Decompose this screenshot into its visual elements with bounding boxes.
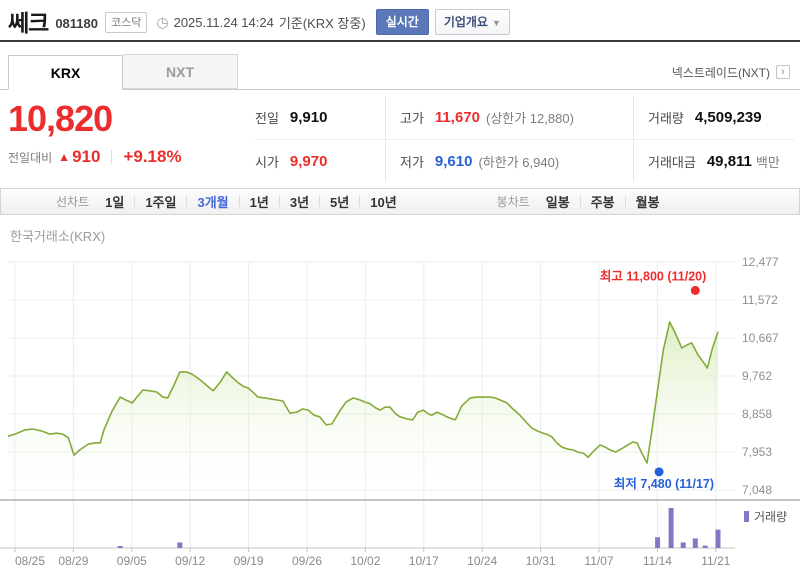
svg-text:10,667: 10,667: [742, 331, 779, 345]
summary-table: 전일 9,910 고가 11,670 (상한가 12,880) 거래량 4,50…: [255, 96, 795, 182]
nextrade-link[interactable]: 넥스트레이드(NXT) ›: [672, 64, 790, 81]
svg-text:11/14: 11/14: [643, 554, 672, 568]
svg-text:08/25: 08/25: [15, 554, 45, 568]
volume-bar: [715, 529, 721, 548]
volume-bar: [680, 542, 686, 548]
quote-datetime: 2025.11.24 14:24: [173, 15, 274, 30]
chart-source-label: 한국거래소(KRX): [10, 229, 106, 244]
change-value: 910: [72, 147, 101, 166]
volume-legend: 거래량: [744, 508, 787, 525]
period-1y[interactable]: 1년: [249, 195, 269, 210]
stock-code: 081180: [55, 15, 98, 31]
volume-bars: [117, 508, 721, 548]
period-3m[interactable]: 3개월: [197, 195, 229, 210]
period-10y[interactable]: 10년: [370, 195, 397, 210]
svg-text:9,762: 9,762: [742, 369, 772, 383]
divider: [111, 150, 113, 164]
period-5y[interactable]: 5년: [330, 195, 350, 210]
summary-open: 시가 9,970: [255, 139, 385, 182]
y-axis-labels: 12,477 11,572 10,667 9,762 8,858 7,953 7,048: [742, 255, 779, 497]
price-summary-section: 10,820 전일대비 ▲ 910 +9.18% 전일 9,910 고가 11,…: [8, 96, 795, 182]
price-area-fill: [8, 321, 718, 499]
volume-bar: [117, 546, 123, 548]
volume-bar: [177, 542, 183, 548]
chart-period-toolbar: 선차트 1일 1주일 3개월 1년 3년 5년 10년 봉차트 일봉 주봉 월봉: [0, 188, 800, 215]
svg-text:11,572: 11,572: [742, 293, 778, 307]
summary-low: 저가 9,610 (하한가 6,940): [385, 139, 633, 182]
svg-text:09/26: 09/26: [292, 554, 322, 568]
period-3y[interactable]: 3년: [289, 195, 310, 210]
stock-name: 쎄크: [8, 10, 49, 36]
quote-basis: 기준(KRX 장중): [278, 16, 366, 31]
candle-daily[interactable]: 일봉: [545, 195, 570, 210]
chevron-right-icon: ›: [776, 65, 790, 79]
svg-text:11/21: 11/21: [701, 554, 730, 568]
period-1w[interactable]: 1주일: [145, 195, 177, 210]
high-annotation: 최고 11,800 (11/20): [600, 268, 706, 283]
tab-krx[interactable]: KRX: [8, 55, 123, 90]
candle-weekly[interactable]: 주봉: [590, 195, 615, 210]
svg-text:8,858: 8,858: [742, 407, 772, 421]
period-1d[interactable]: 1일: [105, 195, 125, 210]
current-price: 10,820: [8, 98, 113, 139]
annotations: 최고 11,800 (11/20) 최저 7,480 (11/17): [600, 268, 714, 490]
change-label: 전일대비: [8, 150, 53, 165]
svg-text:09/12: 09/12: [175, 554, 205, 568]
market-badge: 코스닥: [105, 12, 148, 33]
svg-text:12,477: 12,477: [742, 255, 779, 269]
volume-bar-icon: [744, 511, 749, 522]
summary-trade-value: 거래대금 49,811 백만: [633, 139, 795, 182]
price-line: [7, 321, 719, 464]
price-block: 10,820 전일대비 ▲ 910 +9.18%: [8, 96, 255, 182]
volume-bar: [668, 508, 674, 548]
company-overview-button[interactable]: 기업개요 ▼: [434, 9, 510, 35]
realtime-button[interactable]: 실시간: [375, 9, 429, 35]
volume-bar: [655, 537, 661, 548]
svg-text:7,048: 7,048: [742, 483, 772, 497]
svg-text:10/24: 10/24: [467, 554, 497, 568]
candle-chart-group: 봉차트 일봉 주봉 월봉: [497, 192, 660, 211]
header-divider: [0, 40, 800, 42]
low-dot: [654, 467, 664, 477]
low-annotation: 최저 7,480 (11/17): [614, 476, 714, 491]
volume-bar: [692, 538, 698, 548]
up-arrow-icon: ▲: [58, 150, 71, 164]
summary-high: 고가 11,670 (상한가 12,880): [385, 96, 633, 139]
summary-prev-close: 전일 9,910: [255, 109, 328, 126]
chart-section: 12,477 11,572 10,667 9,762 8,858 7,953 7,048 08…: [0, 218, 800, 584]
line-chart-group: 선차트 1일 1주일 3개월 1년 3년 5년 10년: [56, 192, 397, 211]
change-percent: +9.18%: [123, 147, 182, 166]
svg-text:7,953: 7,953: [742, 445, 772, 459]
svg-text:09/05: 09/05: [117, 554, 147, 568]
svg-text:10/31: 10/31: [526, 554, 556, 568]
line-chart-label: 선차트: [56, 195, 90, 209]
summary-volume: 거래량 4,509,239: [633, 96, 795, 139]
svg-text:10/02: 10/02: [350, 554, 380, 568]
x-axis-labels: 08/25 08/29 09/05 09/12 09/19 09/26 10/02 10/17…: [15, 554, 731, 568]
svg-text:11/07: 11/07: [584, 554, 613, 568]
candle-chart-label: 봉차트: [496, 195, 530, 209]
clock-icon: ◷: [156, 14, 169, 30]
price-chart[interactable]: 12,477 11,572 10,667 9,762 8,858 7,953 7,048 08…: [0, 218, 800, 584]
svg-text:08/29: 08/29: [58, 554, 88, 568]
svg-text:09/19: 09/19: [234, 554, 264, 568]
candle-monthly[interactable]: 월봉: [635, 195, 660, 210]
chevron-down-icon: ▼: [491, 18, 501, 28]
header: 쎄크 081180 코스닥 ◷ 2025.11.24 14:24 기준(KRX …: [8, 6, 796, 36]
price-change: 전일대비 ▲ 910 +9.18%: [8, 147, 255, 167]
volume-bar: [702, 545, 708, 548]
high-dot: [690, 285, 700, 295]
tab-nxt[interactable]: NXT: [123, 54, 238, 89]
svg-text:10/17: 10/17: [409, 554, 439, 568]
market-tab-row: KRX NXT 넥스트레이드(NXT) ›: [0, 54, 800, 90]
